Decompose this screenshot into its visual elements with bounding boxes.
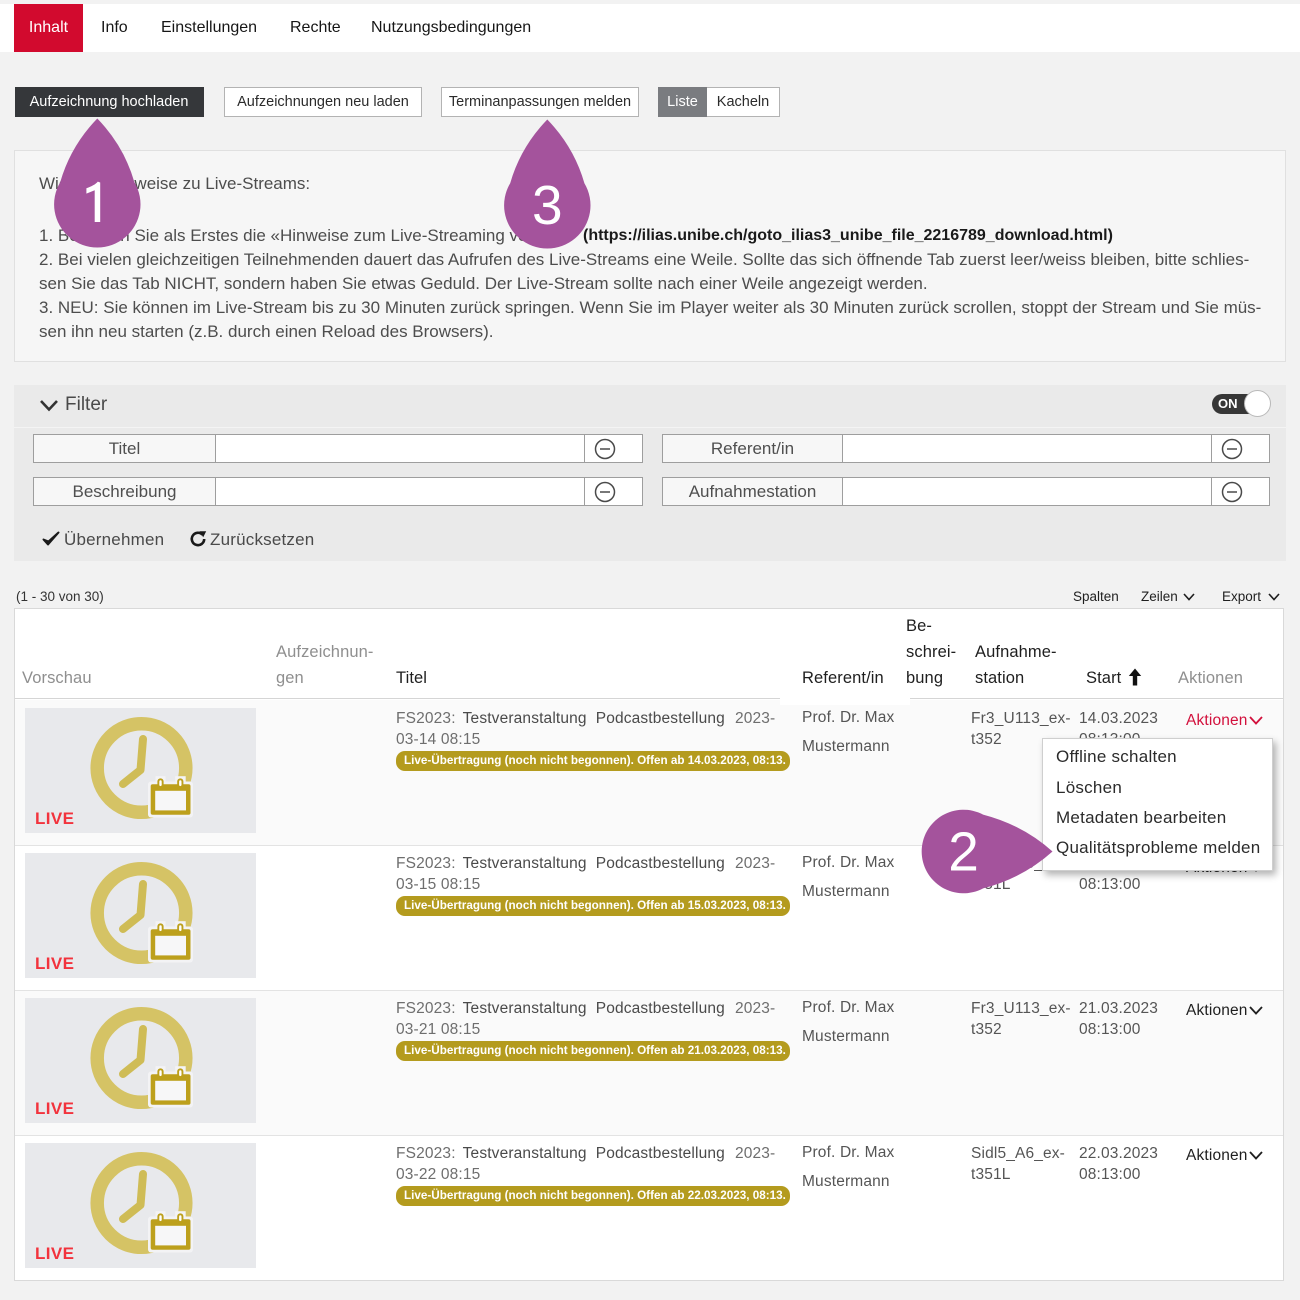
svg-text:3: 3 [532,174,563,236]
svg-text:2: 2 [948,821,979,883]
